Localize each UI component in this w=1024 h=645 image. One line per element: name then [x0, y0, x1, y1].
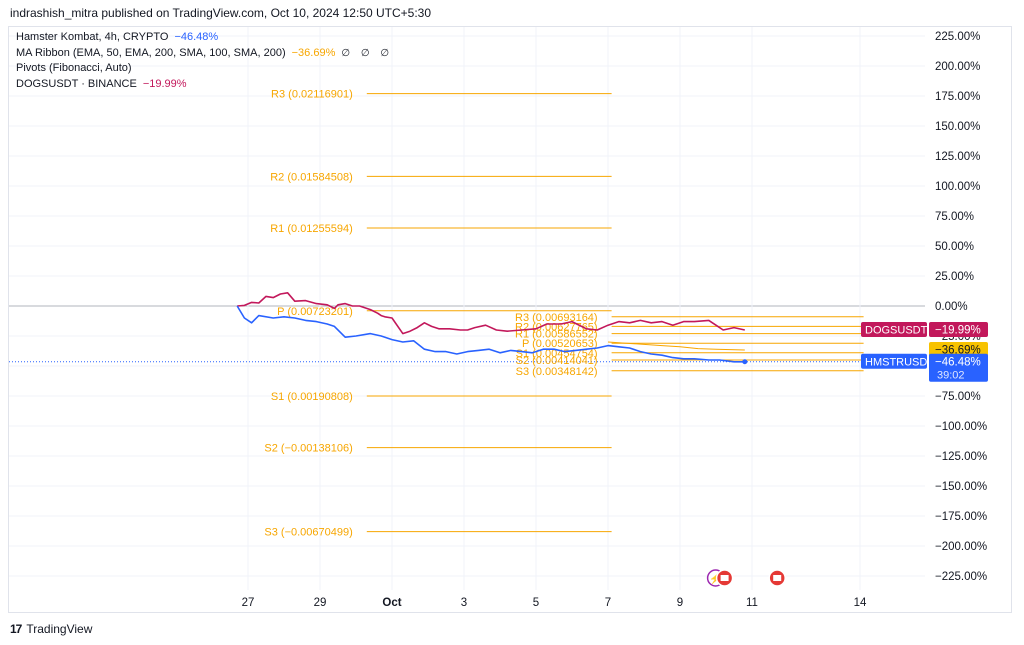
chart-legend: Hamster Kombat, 4h, CRYPTO −46.48% MA Ri…	[16, 30, 393, 92]
price-label-value-bg	[929, 321, 988, 337]
price-label-value-bg	[929, 353, 988, 382]
pivot-label: R2 (0.01584508)	[270, 171, 353, 183]
legend-row-hamster[interactable]: Hamster Kombat, 4h, CRYPTO −46.48%	[16, 30, 393, 46]
legend-name: Hamster Kombat, 4h, CRYPTO	[16, 31, 169, 43]
pivot-label: R3 (0.02116901)	[271, 89, 353, 101]
x-tick-label: 27	[242, 597, 255, 609]
flag-stripe-icon	[720, 575, 729, 581]
y-tick-label: −225.00%	[935, 571, 987, 583]
pivot-label: P (0.00520653)	[522, 338, 598, 350]
price-label-value: −36.69%	[935, 345, 981, 357]
pivot-label: S3 (0.00348142)	[516, 366, 598, 378]
pivot-label: R1 (0.01255594)	[270, 223, 353, 235]
legend-value: −36.69%	[291, 46, 336, 59]
y-tick-label: 0.00%	[935, 301, 968, 313]
chart-frame	[8, 26, 1012, 613]
flag-stripe-icon	[773, 575, 782, 581]
price-label-value: −46.48%	[935, 356, 981, 368]
y-tick-label: 25.00%	[935, 271, 974, 283]
y-tick-label: −100.00%	[935, 421, 987, 433]
pivot-label: R1 (0.00586552)	[515, 329, 598, 341]
pivot-label: P (0.00723201)	[277, 306, 353, 318]
legend-name: Pivots (Fibonacci, Auto)	[16, 62, 132, 74]
x-tick-label: 5	[533, 597, 539, 609]
pivot-label: S2 (0.00414041)	[516, 355, 598, 367]
price-label-name-bg	[861, 353, 927, 369]
y-tick-label: −200.00%	[935, 541, 987, 553]
price-label-countdown: 39:02	[937, 369, 965, 381]
y-tick-label: 200.00%	[935, 61, 980, 73]
y-tick-label: 225.00%	[935, 31, 980, 43]
pivot-label: S1 (0.00190808)	[271, 391, 353, 403]
y-tick-label: −150.00%	[935, 481, 987, 493]
x-tick-label: 7	[605, 597, 611, 609]
y-tick-label: −75.00%	[935, 391, 981, 403]
price-label-name: DOGSUSDT	[865, 324, 928, 336]
legend-row-pivots[interactable]: Pivots (Fibonacci, Auto)	[16, 61, 393, 77]
legend-value: −19.99%	[142, 77, 187, 90]
y-tick-label: 175.00%	[935, 91, 980, 103]
price-label-value-bg	[929, 342, 988, 358]
legend-row-dogs[interactable]: DOGSUSDT · BINANCE −19.99%	[16, 77, 393, 93]
price-label-value: −19.99%	[935, 324, 981, 336]
footer-branding[interactable]: 17 TradingView	[10, 622, 92, 636]
series-line-dogsusdt[interactable]	[237, 291, 745, 335]
x-tick-label: Oct	[382, 597, 401, 609]
legend-row-ma-ribbon[interactable]: MA Ribbon (EMA, 50, EMA, 200, SMA, 100, …	[16, 46, 393, 62]
x-tick-label: 11	[746, 597, 758, 609]
x-tick-label: 3	[461, 597, 467, 609]
pivot-label: S3 (−0.00670499)	[264, 527, 352, 539]
y-tick-label: 125.00%	[935, 151, 980, 163]
legend-name: MA Ribbon (EMA, 50, EMA, 200, SMA, 100, …	[16, 46, 286, 59]
x-tick-label: 9	[677, 597, 683, 609]
pivot-label: R3 (0.00693164)	[515, 312, 598, 324]
y-tick-label: −175.00%	[935, 511, 987, 523]
price-label-name-bg	[861, 321, 927, 337]
x-tick-label: 14	[854, 597, 867, 609]
y-tick-label: 50.00%	[935, 241, 974, 253]
hidden-values-icons: ∅ ∅ ∅	[341, 47, 394, 59]
pivot-label: S2 (−0.00138106)	[264, 443, 352, 455]
series-line-hmstrusd[interactable]	[236, 305, 745, 363]
legend-name: DOGSUSDT · BINANCE	[16, 77, 137, 90]
y-tick-label: −125.00%	[935, 451, 987, 463]
publish-header: indrashish_mitra published on TradingVie…	[10, 6, 432, 20]
brand-name: TradingView	[26, 622, 93, 636]
price-label-name: HMSTRUSD	[865, 356, 927, 368]
tradingview-logo-icon: 17	[10, 622, 22, 636]
series-line-ma-ribbon[interactable]	[607, 341, 745, 351]
legend-value: −46.48%	[174, 31, 219, 43]
y-tick-label: 150.00%	[935, 121, 980, 133]
y-tick-label: 100.00%	[935, 181, 980, 193]
x-tick-label: 29	[314, 597, 327, 609]
y-tick-label: 75.00%	[935, 211, 974, 223]
hmstr-last-point	[742, 359, 748, 365]
